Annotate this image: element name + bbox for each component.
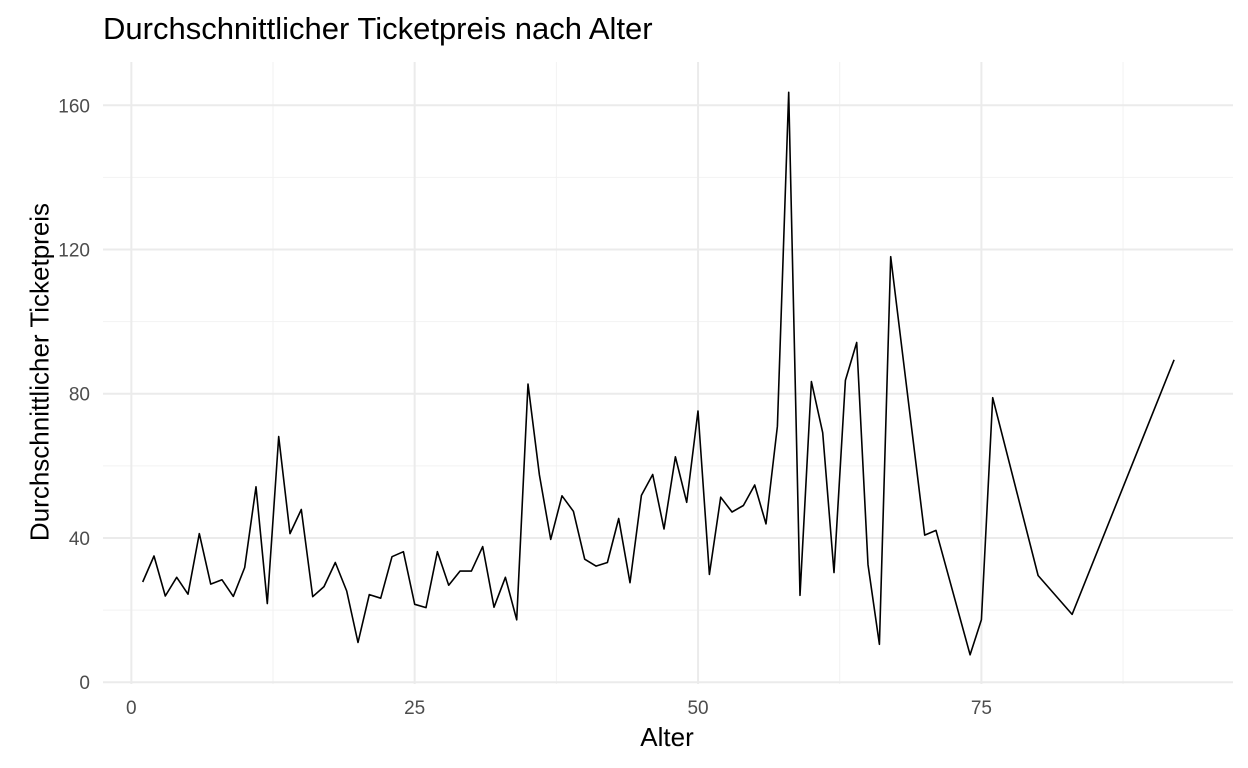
x-tick-label: 0 <box>126 698 137 719</box>
major-gridlines <box>103 62 1233 684</box>
x-tick-label: 25 <box>404 698 425 719</box>
y-axis-tick-labels: 0 40 80 120 160 <box>58 96 90 694</box>
y-tick-label: 0 <box>79 673 90 694</box>
series-layer <box>141 91 1175 656</box>
series-line <box>141 91 1175 656</box>
y-tick-label: 80 <box>69 385 90 406</box>
chart-title: Durchschnittlicher Ticketpreis nach Alte… <box>103 11 653 46</box>
y-tick-label: 160 <box>58 96 90 117</box>
x-axis-title: Alter <box>640 722 694 752</box>
x-axis-tick-labels: 0 25 50 75 <box>126 698 992 719</box>
x-tick-label: 75 <box>971 698 992 719</box>
x-tick-label: 50 <box>687 698 708 719</box>
minor-gridlines <box>103 62 1233 684</box>
y-tick-label: 40 <box>69 529 90 550</box>
y-tick-label: 120 <box>58 241 90 262</box>
